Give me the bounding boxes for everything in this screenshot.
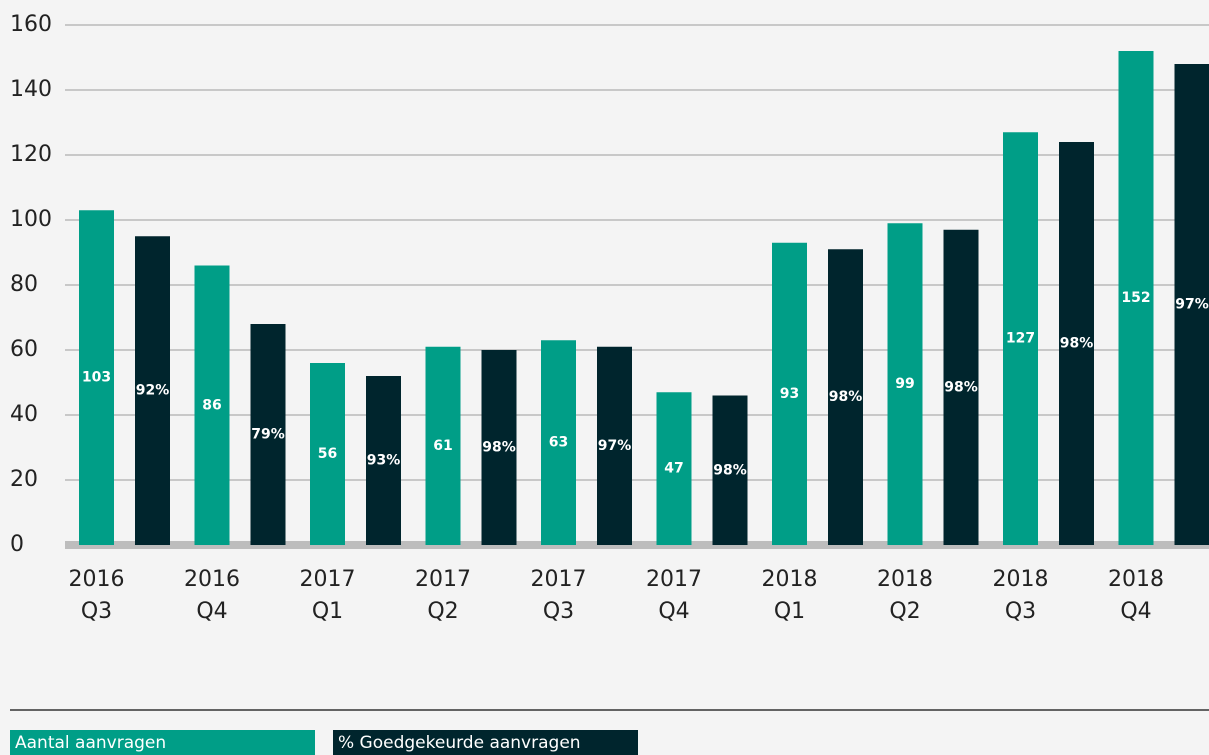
bar bbox=[481, 350, 517, 545]
value-label: 97% bbox=[1175, 297, 1209, 313]
legend-swatch bbox=[333, 730, 638, 755]
x-tick-label: 2017 bbox=[531, 567, 587, 592]
y-tick-label: 20 bbox=[10, 467, 38, 492]
legend-label: Aantal aanvragen bbox=[15, 733, 166, 753]
x-tick-label: Q1 bbox=[312, 599, 343, 624]
value-label: 92% bbox=[136, 383, 170, 399]
bar bbox=[541, 340, 576, 545]
x-tick-label: 2017 bbox=[300, 567, 356, 592]
value-label: 61 bbox=[433, 438, 452, 454]
y-tick-label: 40 bbox=[10, 402, 38, 427]
x-tick-label: 2017 bbox=[415, 567, 471, 592]
bar bbox=[1118, 51, 1154, 545]
x-tick-label: Q1 bbox=[774, 599, 805, 624]
x-tick-label: 2016 bbox=[69, 567, 125, 592]
bar bbox=[250, 324, 286, 545]
value-label: 47 bbox=[664, 461, 683, 477]
bar bbox=[1059, 142, 1094, 545]
bar bbox=[1174, 64, 1209, 545]
y-tick-label: 100 bbox=[10, 207, 52, 232]
x-tick-label: 2016 bbox=[184, 567, 240, 592]
bar bbox=[366, 376, 401, 545]
legend-swatch bbox=[10, 730, 315, 755]
bar bbox=[712, 395, 748, 545]
y-tick-label: 60 bbox=[10, 337, 38, 362]
x-tick-label: Q3 bbox=[1005, 599, 1036, 624]
bar bbox=[828, 249, 863, 545]
x-tick-label: Q3 bbox=[81, 599, 112, 624]
value-label: 127 bbox=[1006, 331, 1035, 347]
value-label: 79% bbox=[251, 427, 285, 443]
x-tick-label: Q4 bbox=[196, 599, 227, 624]
bar bbox=[194, 265, 230, 545]
value-label: 98% bbox=[482, 440, 516, 456]
x-tick-label: 2018 bbox=[993, 567, 1049, 592]
x-tick-label: Q4 bbox=[1120, 599, 1151, 624]
bar bbox=[1003, 132, 1038, 545]
bar bbox=[772, 242, 807, 545]
value-label: 86 bbox=[202, 397, 221, 413]
bar bbox=[79, 210, 114, 545]
y-tick-label: 80 bbox=[10, 272, 38, 297]
value-label: 56 bbox=[318, 446, 337, 462]
bar bbox=[135, 236, 170, 545]
value-label: 103 bbox=[82, 370, 111, 386]
value-label: 98% bbox=[1060, 336, 1094, 352]
baseline bbox=[65, 541, 1209, 549]
y-tick-label: 160 bbox=[10, 12, 52, 37]
value-label: 97% bbox=[598, 438, 632, 454]
bar bbox=[310, 363, 345, 545]
bar bbox=[425, 346, 461, 545]
x-tick-label: Q2 bbox=[889, 599, 920, 624]
legend-label: % Goedgekeurde aanvragen bbox=[338, 733, 581, 753]
x-tick-label: 2018 bbox=[762, 567, 818, 592]
value-label: 63 bbox=[549, 435, 568, 451]
x-tick-label: 2018 bbox=[1108, 567, 1164, 592]
value-label: 152 bbox=[1121, 290, 1150, 306]
value-label: 93% bbox=[367, 453, 401, 469]
value-label: 98% bbox=[944, 379, 978, 395]
x-tick-label: Q2 bbox=[427, 599, 458, 624]
bar bbox=[597, 346, 632, 545]
y-tick-label: 0 bbox=[10, 532, 24, 557]
value-label: 98% bbox=[713, 462, 747, 478]
value-label: 99 bbox=[895, 376, 914, 392]
y-tick-label: 140 bbox=[10, 77, 52, 102]
value-label: 93 bbox=[780, 386, 799, 402]
y-tick-label: 120 bbox=[10, 142, 52, 167]
x-tick-label: 2017 bbox=[646, 567, 702, 592]
x-tick-label: Q4 bbox=[658, 599, 689, 624]
bar bbox=[943, 229, 979, 545]
x-tick-label: 2018 bbox=[877, 567, 933, 592]
value-label: 98% bbox=[829, 389, 863, 405]
bar bbox=[887, 223, 923, 545]
x-tick-label: Q3 bbox=[543, 599, 574, 624]
bar bbox=[656, 392, 692, 545]
